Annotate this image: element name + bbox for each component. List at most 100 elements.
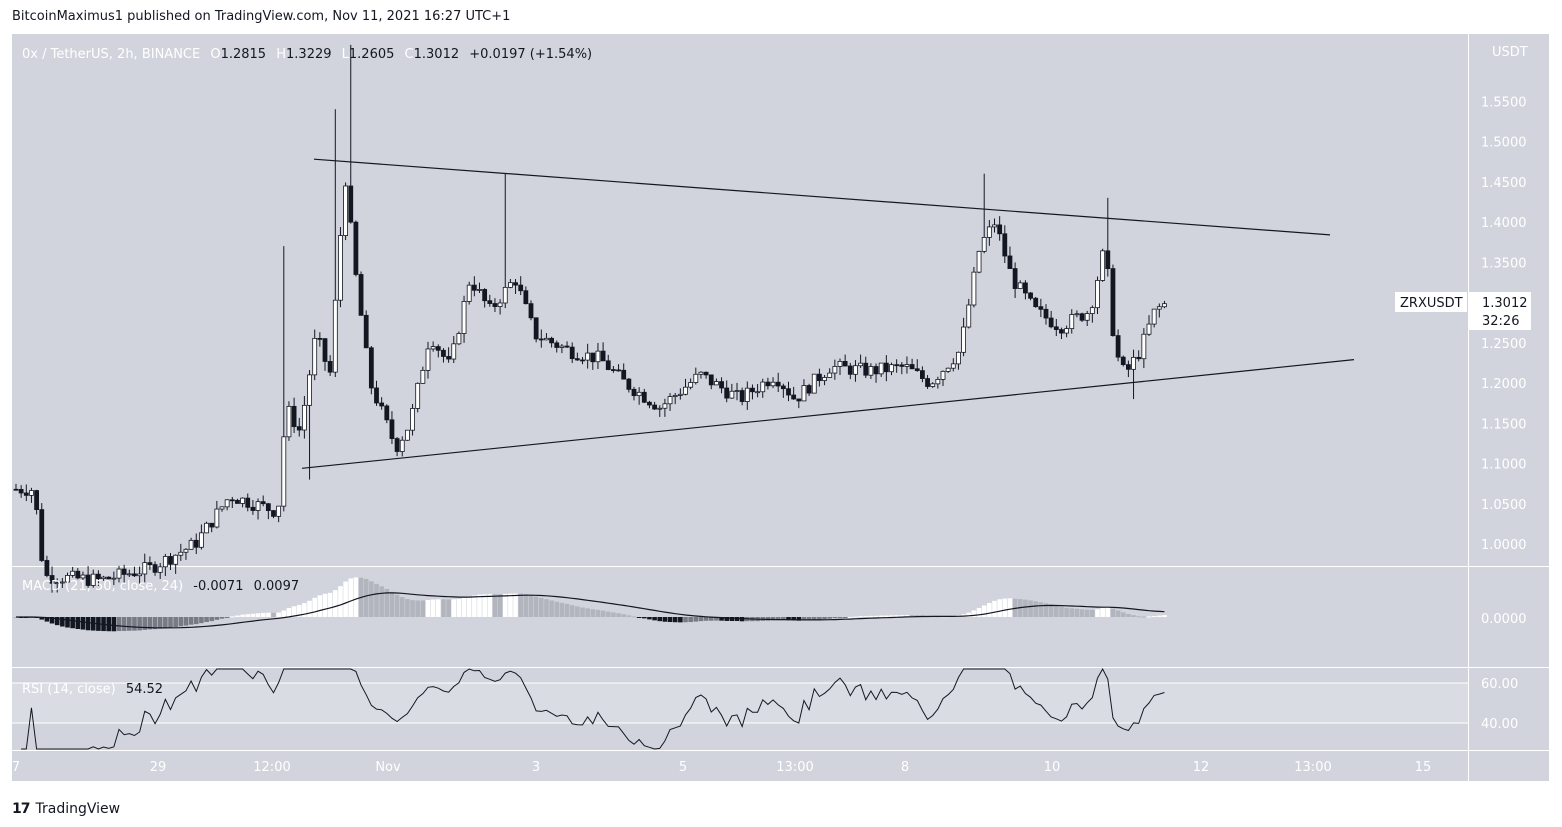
symbol-label-bg xyxy=(1395,292,1467,312)
macd-bar xyxy=(296,604,302,617)
macd-bar xyxy=(508,593,513,617)
macd-histogram xyxy=(13,577,1167,632)
macd-bar xyxy=(683,617,688,623)
macd-bar xyxy=(1043,603,1049,617)
time-tick: 29 xyxy=(150,760,167,775)
candle xyxy=(183,548,189,560)
macd-bar xyxy=(636,617,642,618)
candle xyxy=(379,397,385,410)
candle xyxy=(1100,248,1106,282)
candle xyxy=(132,566,137,577)
macd-bar xyxy=(286,607,292,617)
time-tick: 12 xyxy=(1193,760,1210,775)
macd-bar xyxy=(554,601,560,617)
candle xyxy=(147,556,153,570)
macd-bar xyxy=(482,594,487,617)
candle xyxy=(23,484,29,502)
macd-bar xyxy=(322,593,328,617)
macd-bar xyxy=(80,617,86,630)
candle xyxy=(317,332,323,347)
support-trendline[interactable] xyxy=(301,359,1355,469)
rsi-tick: 40.00 xyxy=(1481,717,1518,732)
price-tick: 1.0000 xyxy=(1481,538,1527,553)
macd-bar xyxy=(209,617,214,622)
candle xyxy=(291,397,297,434)
candle xyxy=(137,566,143,585)
current-price: 1.3012 xyxy=(1482,296,1528,311)
candle xyxy=(1002,225,1008,263)
candle xyxy=(75,568,81,580)
macd-bar xyxy=(451,599,457,617)
macd-bar xyxy=(714,617,719,621)
macd-bar xyxy=(54,617,60,626)
macd-bar xyxy=(1002,598,1008,617)
candle xyxy=(322,337,328,371)
macd-bar xyxy=(266,612,271,617)
candle xyxy=(961,317,966,357)
candle xyxy=(461,295,467,343)
candle xyxy=(945,367,951,373)
macd-bar xyxy=(1162,615,1167,617)
candle xyxy=(1007,246,1013,269)
resistance-trendline[interactable] xyxy=(313,158,1331,236)
main-legend: 0x / TetherUS, 2h, BINANCE O1.2815 H1.32… xyxy=(22,47,592,62)
macd-bar xyxy=(369,581,374,617)
macd-bar xyxy=(1136,616,1141,618)
macd-bar xyxy=(853,616,858,618)
macd-bar xyxy=(389,591,395,617)
candle xyxy=(80,571,86,582)
macd-bar xyxy=(441,599,446,617)
candle xyxy=(904,356,910,374)
candle xyxy=(389,411,395,445)
macd-bar xyxy=(822,617,827,620)
candle xyxy=(353,220,359,277)
candle xyxy=(580,357,585,365)
candle xyxy=(1033,296,1039,308)
candle xyxy=(817,368,822,387)
candle xyxy=(1059,327,1064,340)
macd-bar xyxy=(559,602,565,617)
candle xyxy=(111,571,117,586)
macd-bar xyxy=(997,599,1002,617)
candle xyxy=(549,336,554,348)
price-tick: 1.5000 xyxy=(1481,136,1527,151)
macd-bar xyxy=(157,617,163,629)
candle xyxy=(518,276,524,296)
macd-bar xyxy=(291,606,297,617)
macd-bar xyxy=(884,615,889,617)
macd-bar xyxy=(544,599,549,617)
macd-bar xyxy=(580,607,585,617)
macd-bar xyxy=(492,594,498,617)
candle xyxy=(168,552,173,570)
time-tick: 12:00 xyxy=(253,760,290,775)
macd-bar xyxy=(678,617,683,623)
macd-bar xyxy=(456,598,462,617)
candle xyxy=(121,564,127,583)
macd-bar xyxy=(466,596,472,617)
macd-bar xyxy=(1048,604,1054,617)
candle xyxy=(950,358,956,372)
macd-bar xyxy=(487,594,493,617)
macd-bar xyxy=(425,599,431,617)
time-axis-ticks[interactable]: 7 29 12:00 Nov 3 5 13:00 8 10 12 13:00 15 xyxy=(12,760,1431,775)
candle xyxy=(456,331,462,346)
candle xyxy=(966,298,972,329)
candle xyxy=(1012,262,1018,298)
candle xyxy=(296,417,302,437)
candle xyxy=(1043,304,1049,325)
candle xyxy=(992,218,997,233)
candle xyxy=(677,388,683,400)
candle xyxy=(714,378,719,386)
candle xyxy=(18,485,24,498)
macd-bar xyxy=(49,617,55,624)
candle xyxy=(188,537,194,550)
macd-bar xyxy=(801,617,807,621)
candle xyxy=(1131,349,1136,400)
macd-bar xyxy=(240,614,245,617)
price-tick: 1.5500 xyxy=(1481,95,1527,110)
footer-brand[interactable]: 17 TradingView xyxy=(12,801,120,817)
candle xyxy=(487,294,493,307)
macd-bar xyxy=(1079,609,1085,617)
macd-bar xyxy=(827,617,832,619)
